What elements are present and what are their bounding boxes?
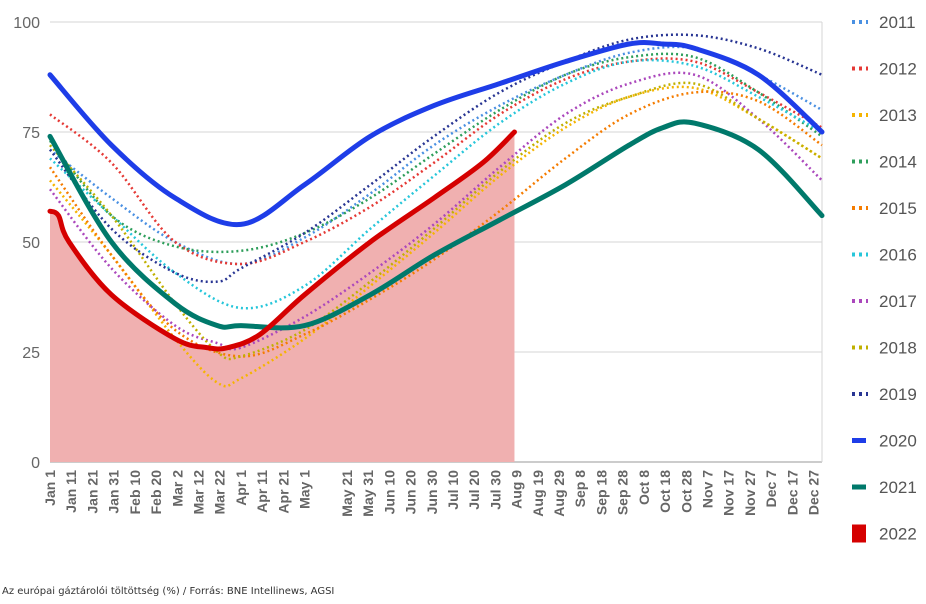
series-line-2022 (47, 129, 517, 352)
legend-label: 2016 (879, 246, 917, 265)
x-tick-label: Jan 21 (84, 470, 100, 514)
y-tick-label: 50 (22, 235, 40, 252)
x-tick-label: Apr 1 (233, 470, 249, 506)
legend-label: 2021 (879, 478, 917, 497)
x-tick-label: Jun 30 (424, 470, 440, 515)
x-tick-label: Jul 20 (466, 470, 482, 510)
x-tick-label: Jan 31 (106, 470, 122, 514)
legend-label: 2013 (879, 106, 917, 125)
x-tick-label: Dec 17 (784, 470, 800, 515)
x-tick-label: Mar 2 (169, 470, 185, 507)
y-tick-label: 100 (13, 15, 40, 32)
x-tick-label: Jan 1 (42, 470, 58, 506)
legend-item-2013: 2013 (852, 106, 917, 125)
legend-item-2018: 2018 (852, 339, 917, 358)
series-line-2019 (49, 33, 823, 284)
x-tick-label: Feb 10 (127, 470, 143, 515)
legend-label: 2020 (879, 432, 917, 451)
x-tick-label: Jun 20 (403, 470, 419, 515)
x-tick-label: Dec 27 (806, 470, 822, 515)
legend-label: 2014 (879, 153, 917, 172)
x-tick-label: May 31 (360, 470, 376, 517)
legend-item-2019: 2019 (852, 385, 917, 404)
x-tick-label: Oct 18 (657, 470, 673, 513)
x-tick-labels: Jan 1 Jan 11 Jan 21 Jan 31 Feb 10 Feb 20 Mar 2… (42, 470, 822, 517)
legend-item-2017: 2017 (852, 292, 917, 311)
x-tick-label: Aug 9 (509, 470, 525, 509)
x-tick-label: Jan 11 (63, 470, 79, 513)
x-tick-label: Sep 28 (615, 470, 631, 515)
chart-caption: Az európai gáztárolói töltöttség (%) / F… (2, 586, 335, 597)
legend-label: 2022 (879, 525, 917, 544)
x-tick-label: Mar 12 (190, 470, 206, 515)
x-tick-label: May 1 (297, 470, 313, 509)
legend-item-2011: 2011 (852, 13, 916, 32)
legend-swatch (852, 524, 866, 543)
y-tick-labels: 0 25 50 75 100 (13, 15, 40, 472)
legend-label: 2019 (879, 385, 917, 404)
y-tick-label: 75 (22, 125, 40, 142)
x-tick-label: Dec 7 (763, 470, 779, 508)
legend-item-2012: 2012 (852, 60, 917, 79)
legend-item-2020: 2020 (852, 432, 917, 451)
legend: 2011 2012 2013 2014 2015 2016 2017 2018 2019 2020… (852, 13, 917, 544)
x-tick-label: Nov 7 (699, 470, 715, 508)
legend-label: 2012 (879, 60, 917, 79)
series-line-2017 (49, 71, 823, 351)
x-tick-label: Feb 20 (148, 470, 164, 515)
legend-item-2021: 2021 (852, 478, 917, 497)
legend-item-2022: 2022 (852, 524, 917, 544)
series-lines (47, 33, 825, 388)
series-line-2020 (47, 40, 825, 228)
series-line-2021 (47, 119, 825, 331)
x-tick-label: Nov 17 (721, 470, 737, 516)
x-tick-label: Sep 8 (572, 470, 588, 508)
legend-label: 2017 (879, 292, 917, 311)
area-fills (50, 132, 515, 462)
x-tick-label: Oct 8 (636, 470, 652, 505)
legend-item-2016: 2016 (852, 246, 917, 265)
series-line-2012 (49, 57, 823, 266)
area-2022 (50, 132, 515, 462)
y-tick-label: 0 (31, 455, 40, 472)
legend-label: 2015 (879, 199, 917, 218)
x-tick-label: Nov 27 (742, 470, 758, 516)
x-tick-label: Mar 22 (212, 470, 228, 515)
legend-item-2014: 2014 (852, 153, 917, 172)
x-tick-label: Apr 11 (254, 470, 270, 513)
x-tick-label: Jul 10 (445, 470, 461, 510)
x-tick-label: Aug 19 (530, 470, 546, 517)
y-tick-label: 25 (22, 345, 40, 362)
series-line-2015 (48, 90, 823, 358)
legend-label: 2011 (879, 13, 916, 32)
legend-item-2015: 2015 (852, 199, 917, 218)
x-tick-label: Sep 18 (593, 470, 609, 515)
x-tick-label: Aug 29 (551, 470, 567, 517)
x-tick-label: May 21 (339, 470, 355, 517)
x-tick-label: Jun 10 (381, 470, 397, 515)
x-tick-label: Jul 30 (487, 470, 503, 510)
legend-label: 2018 (879, 339, 917, 358)
x-tick-label: Oct 28 (678, 470, 694, 513)
x-tick-label: Apr 21 (275, 470, 291, 514)
